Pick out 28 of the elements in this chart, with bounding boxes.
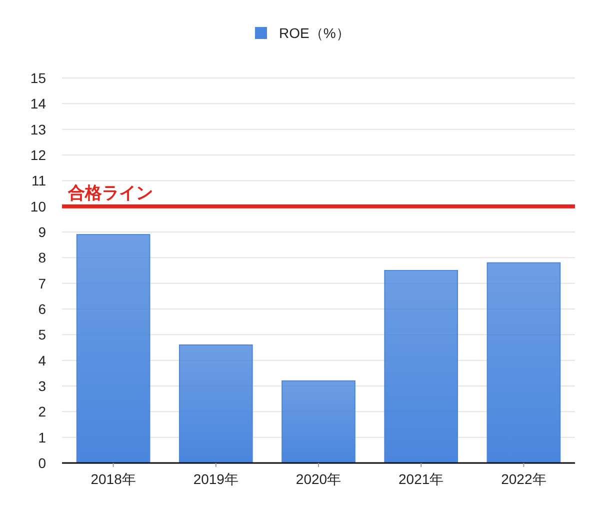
x-tick-label: 2022年 <box>501 471 546 487</box>
y-tick-label: 9 <box>38 224 46 240</box>
x-tick-label: 2018年 <box>90 471 136 487</box>
bar <box>76 234 150 464</box>
y-tick-label: 11 <box>31 172 46 189</box>
y-tick-label: 15 <box>30 70 46 86</box>
y-tick-label: 12 <box>30 147 46 163</box>
x-tick-label: 2019年 <box>193 471 238 487</box>
y-tick-label: 7 <box>38 275 46 292</box>
y-tick-label: 6 <box>38 301 46 317</box>
bar <box>178 344 253 464</box>
y-tick-label: 10 <box>30 198 46 214</box>
x-tick-label: 2020年 <box>296 471 342 487</box>
y-tick-label: 3 <box>38 378 46 394</box>
bar <box>282 380 356 464</box>
y-tick-label: 8 <box>38 250 46 266</box>
bar <box>486 262 561 464</box>
bar <box>384 270 458 464</box>
legend-label: ROE（%） <box>279 25 350 41</box>
y-tick-label: 2 <box>38 404 46 420</box>
x-tick-label: 2021年 <box>398 471 444 487</box>
y-tick-label: 0 <box>38 455 46 471</box>
y-tick-label: 5 <box>38 326 46 343</box>
y-tick-label: 4 <box>38 352 46 368</box>
y-tick-label: 14 <box>30 96 46 112</box>
y-tick-label: 13 <box>30 121 46 138</box>
ref-line-label: 合格ライン <box>67 183 153 202</box>
y-tick-label: 1 <box>38 429 46 446</box>
